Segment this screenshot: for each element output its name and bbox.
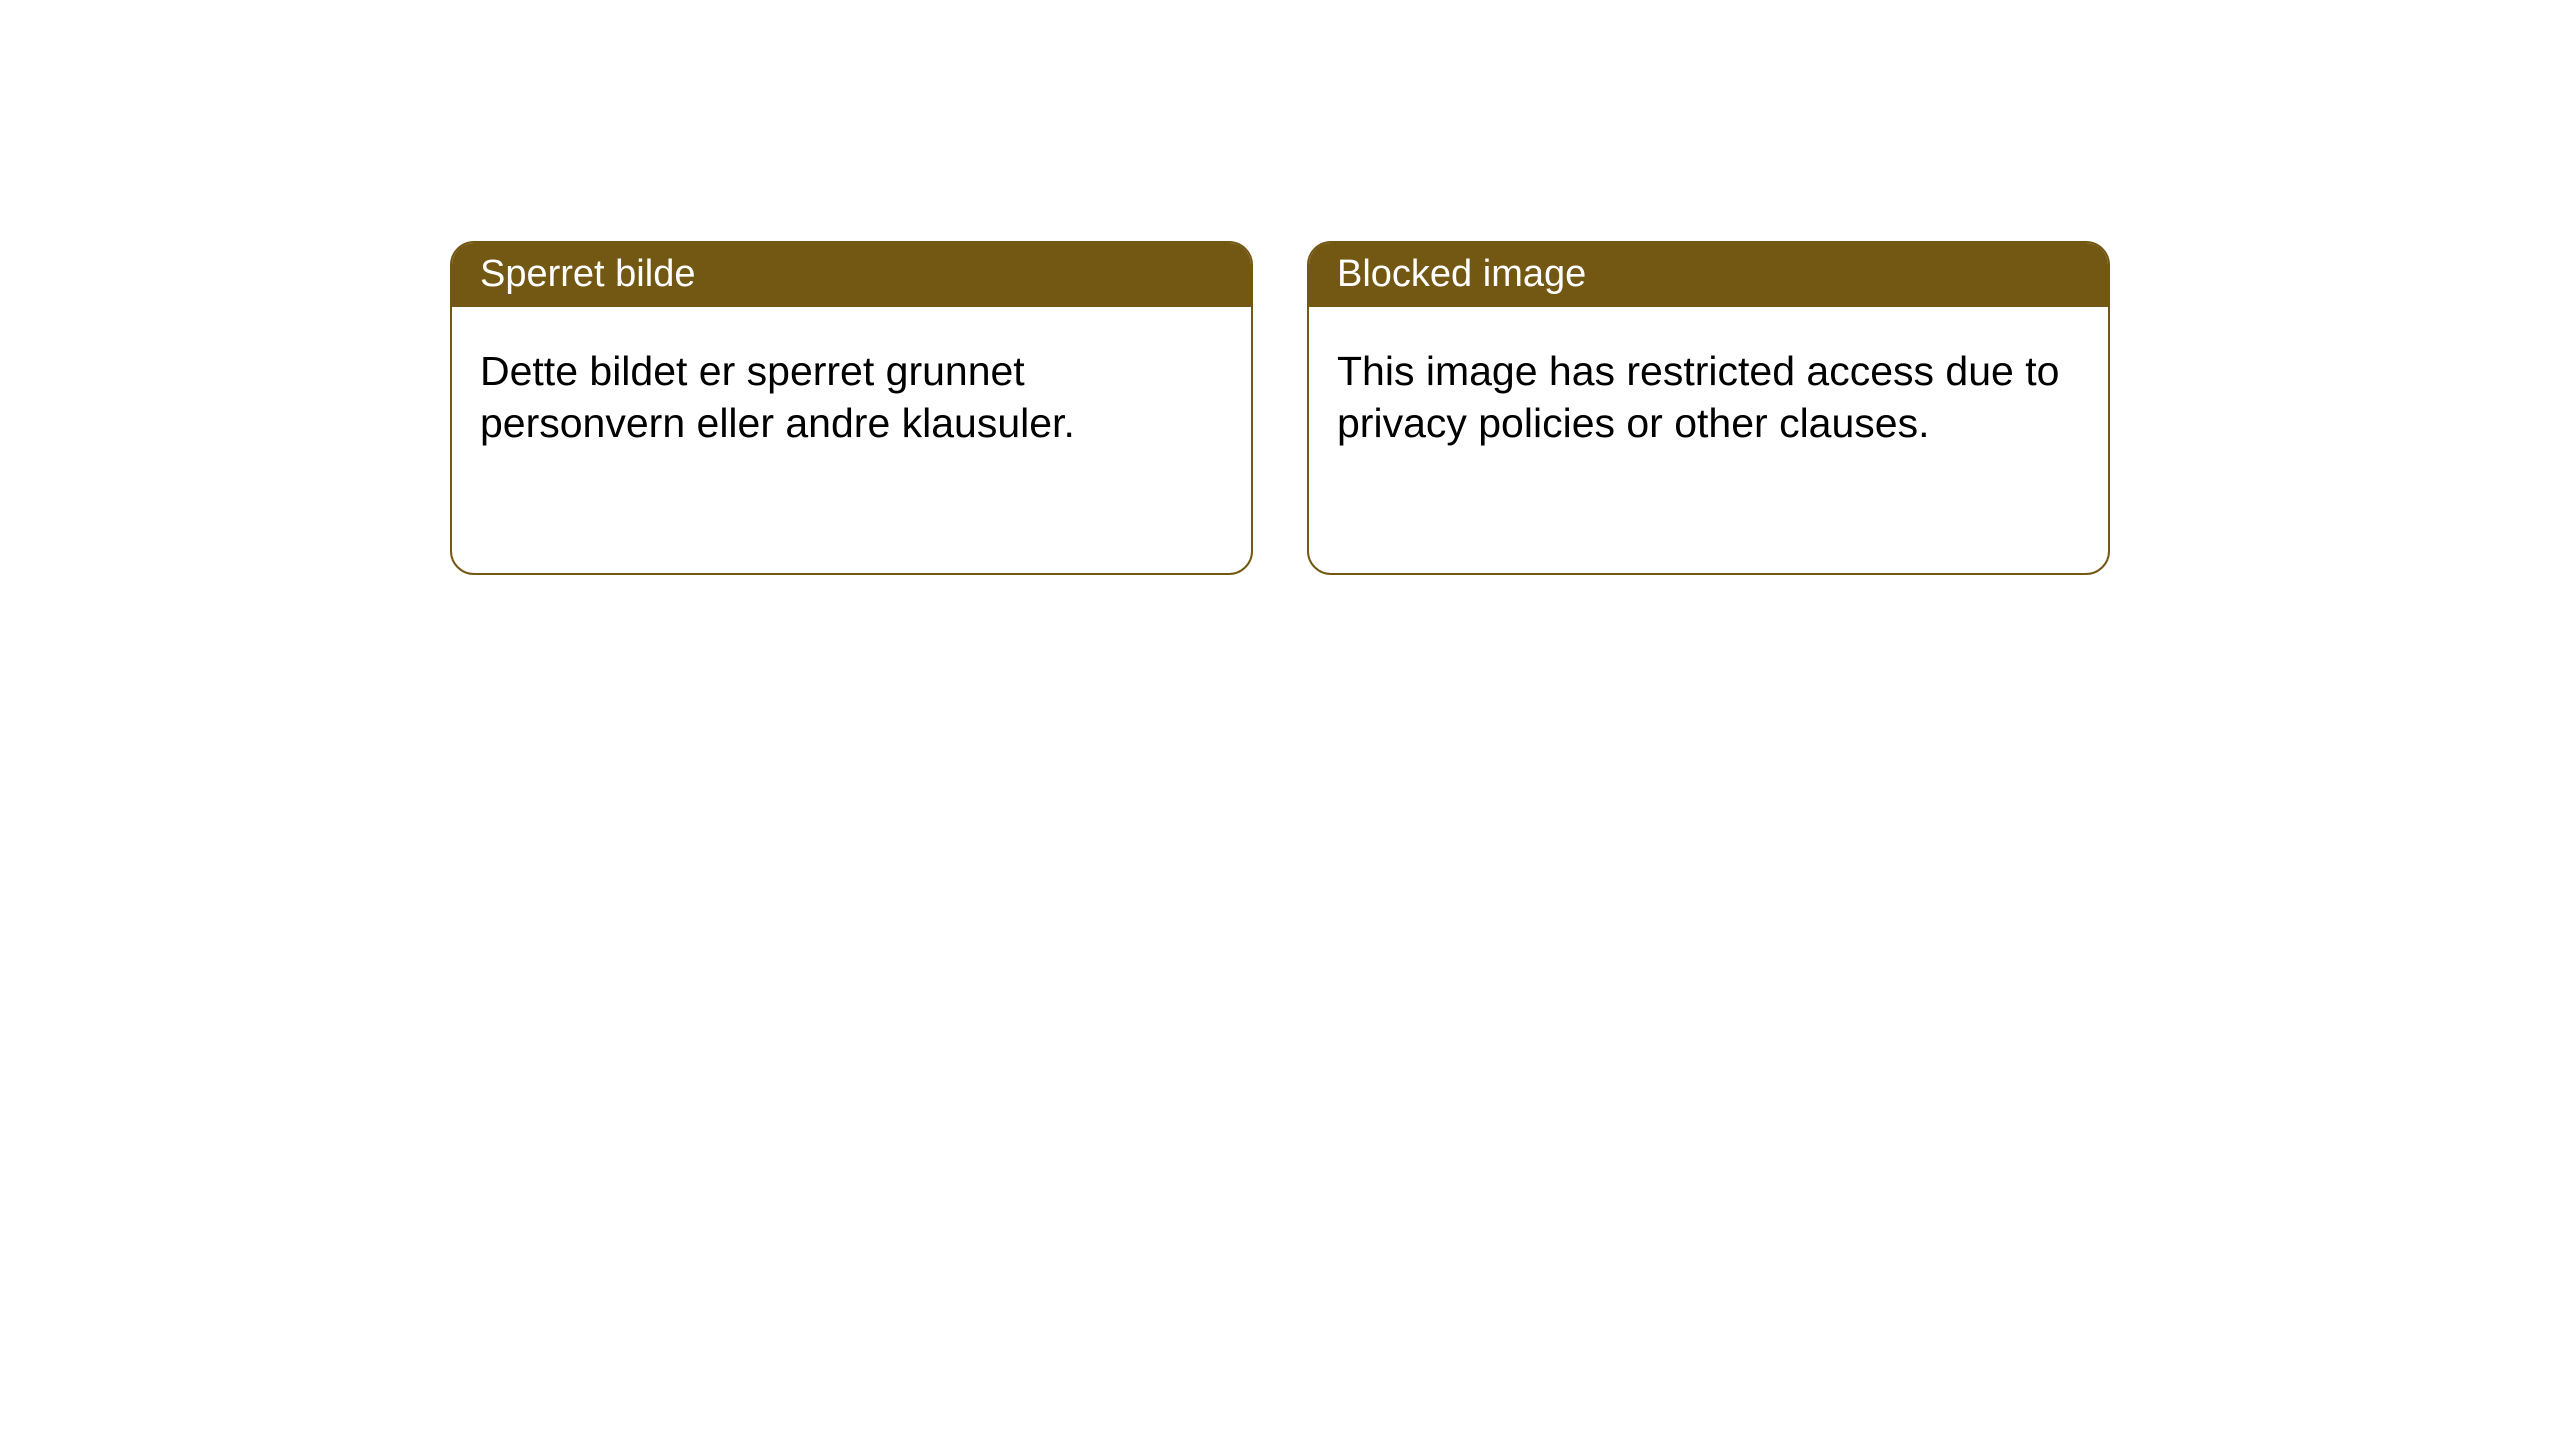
notice-container: Sperret bilde Dette bildet er sperret gr… — [0, 0, 2560, 575]
notice-card-title: Blocked image — [1309, 243, 2108, 307]
notice-card-body: This image has restricted access due to … — [1309, 307, 2108, 487]
notice-card-norwegian: Sperret bilde Dette bildet er sperret gr… — [450, 241, 1253, 575]
notice-card-body: Dette bildet er sperret grunnet personve… — [452, 307, 1251, 487]
notice-card-english: Blocked image This image has restricted … — [1307, 241, 2110, 575]
notice-card-title: Sperret bilde — [452, 243, 1251, 307]
